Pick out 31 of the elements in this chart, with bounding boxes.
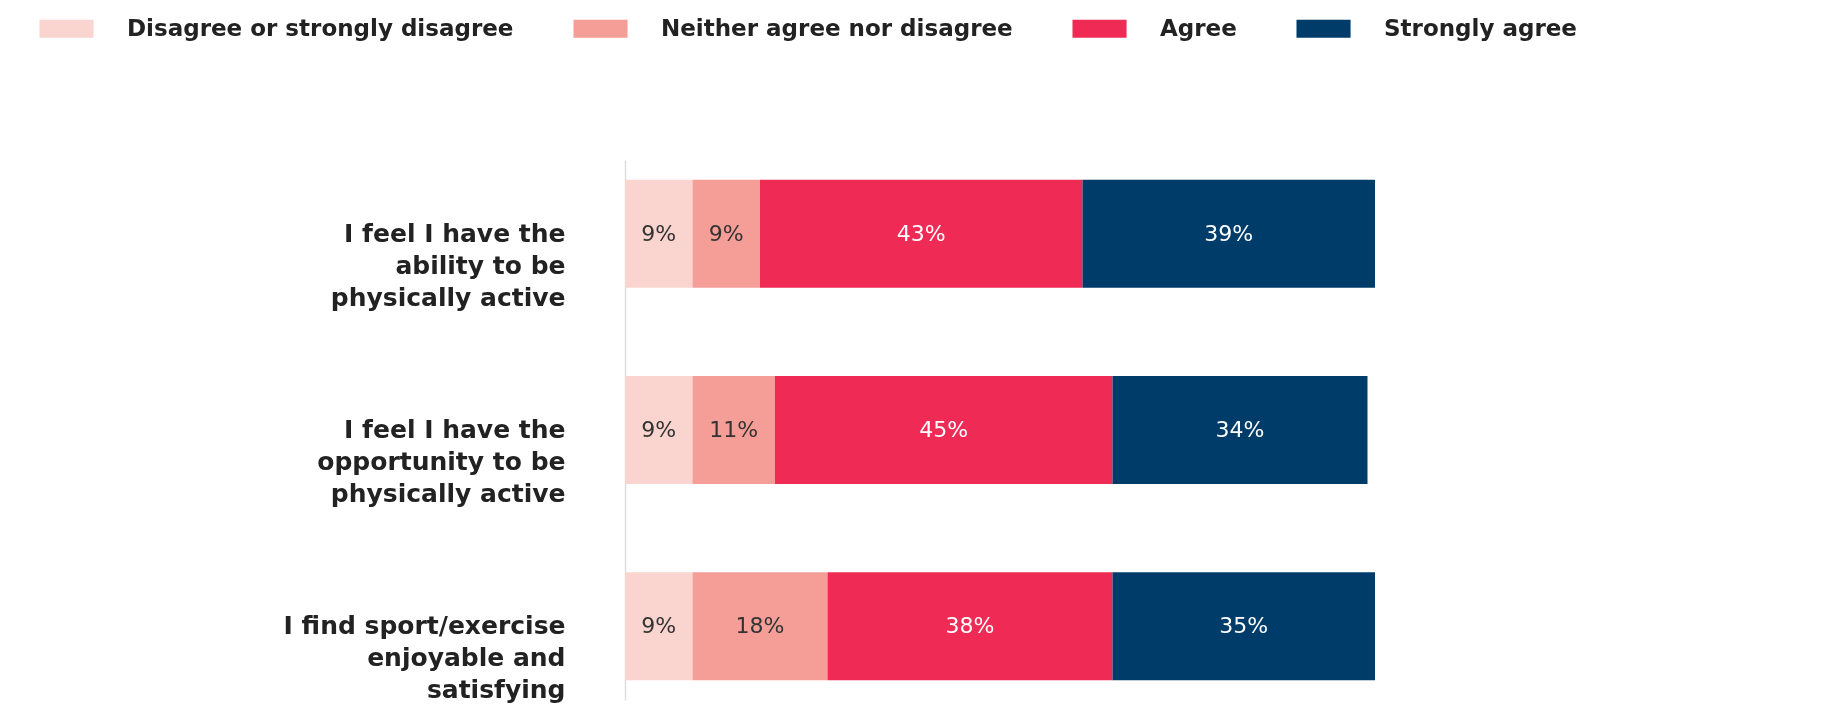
data-label: 39% [1204,220,1254,246]
legend-label: Agree [1160,14,1237,41]
bar [760,179,1083,288]
y-tick-label: I feel I have the opportunity to be physically active [317,415,566,508]
bar [1082,179,1375,288]
bar [692,376,775,484]
data-label: 43% [896,220,946,246]
legend-label: Neither agree nor disagree [661,14,1013,41]
bar [1112,376,1368,484]
bar [625,179,693,288]
data-label: 18% [735,613,785,639]
bar [625,376,693,484]
data-label: 9% [708,220,744,246]
data-label: 11% [709,417,759,442]
bar [692,572,828,681]
bar [827,572,1113,681]
bar [1112,572,1375,681]
legend-label: Disagree or strongly disagree [127,14,514,41]
data-label: 35% [1219,613,1269,639]
bar [775,376,1113,484]
data-label: 34% [1215,417,1265,442]
data-label: 45% [919,417,969,442]
y-tick-label: I find sport/exercise enjoyable and satisfying [283,611,566,705]
legend-label: Strongly agree [1384,14,1577,41]
data-label: 9% [641,220,677,246]
bar [692,179,760,288]
y-tick-label: I feel I have the ability to be physically active [330,218,566,312]
data-label: 9% [641,417,677,442]
data-label: 38% [945,613,995,639]
bar [625,572,693,681]
data-label: 9% [641,613,677,639]
